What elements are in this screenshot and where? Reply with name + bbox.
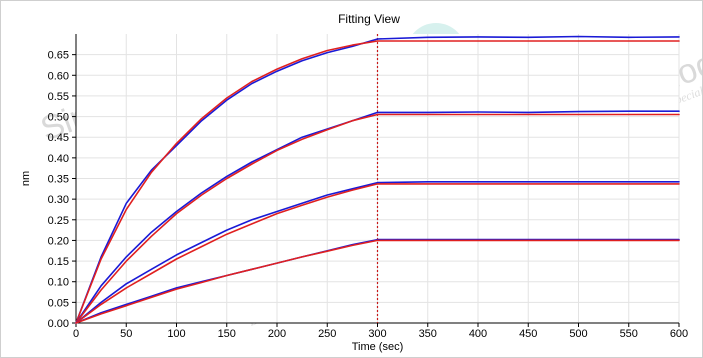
y-tick-label: 0.10 [48,277,69,289]
y-tick-label: 0.30 [48,194,69,206]
y-tick-label: 0.20 [48,235,69,247]
y-tick-label: 0.15 [48,256,69,268]
y-tick-label: 0.00 [48,318,69,330]
y-tick-label: 0.60 [48,70,69,82]
series-line [75,35,680,324]
y-tick-label: 0.05 [48,297,69,309]
x-tick-label: 200 [268,328,286,340]
x-tick-label: 450 [519,328,537,340]
x-tick-label: 100 [167,328,185,340]
series-line [75,183,680,324]
y-tick-label: 0.65 [48,50,69,62]
x-tick-label: 150 [218,328,236,340]
y-tick-label: 0.45 [48,132,69,144]
x-tick-label: 600 [670,328,688,340]
x-tick-label: 350 [419,328,437,340]
x-tick-label: 500 [569,328,587,340]
series-line [75,239,680,324]
y-axis-title: nm [20,171,32,186]
x-tick-label: 50 [120,328,132,340]
y-tick-label: 0.40 [48,153,69,165]
series-line [75,110,680,324]
series-line [75,181,680,324]
x-tick-label: 250 [318,328,336,340]
x-tick-label: 400 [469,328,487,340]
plot-area: 0 50 100 150 200 250 300 350 400 450 500 550 600 0.00… [48,34,688,340]
y-tick-label: 0.50 [48,112,69,124]
x-axis-title: Time (sec) [352,341,404,353]
x-tick-label: 550 [620,328,638,340]
x-tick-label: 300 [368,328,386,340]
chart-title: Fitting View [338,12,400,26]
y-tick-label: 0.25 [48,215,69,227]
series-line [75,113,680,324]
y-tick-label: 0.55 [48,91,69,103]
x-tick-label: 0 [73,328,79,340]
y-tick-label: 0.35 [48,174,69,186]
series-line [75,40,680,324]
